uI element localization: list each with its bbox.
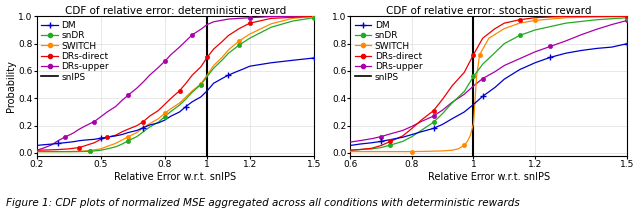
X-axis label: Relative Error w.r.t. snIPS: Relative Error w.r.t. snIPS (114, 172, 236, 182)
Text: Figure 1: CDF plots of normalized MSE aggregated across all conditions with dete: Figure 1: CDF plots of normalized MSE ag… (6, 198, 520, 208)
Title: CDF of relative error: stochastic reward: CDF of relative error: stochastic reward (386, 6, 591, 16)
Title: CDF of relative error: deterministic reward: CDF of relative error: deterministic rew… (65, 6, 286, 16)
Y-axis label: Probability: Probability (6, 60, 15, 112)
Legend: DM, snDR, SWITCH, DRs-direct, DRs-upper, snIPS: DM, snDR, SWITCH, DRs-direct, DRs-upper,… (40, 19, 111, 83)
Legend: DM, snDR, SWITCH, DRs-direct, DRs-upper, snIPS: DM, snDR, SWITCH, DRs-direct, DRs-upper,… (353, 19, 424, 83)
X-axis label: Relative Error w.r.t. snIPS: Relative Error w.r.t. snIPS (428, 172, 550, 182)
